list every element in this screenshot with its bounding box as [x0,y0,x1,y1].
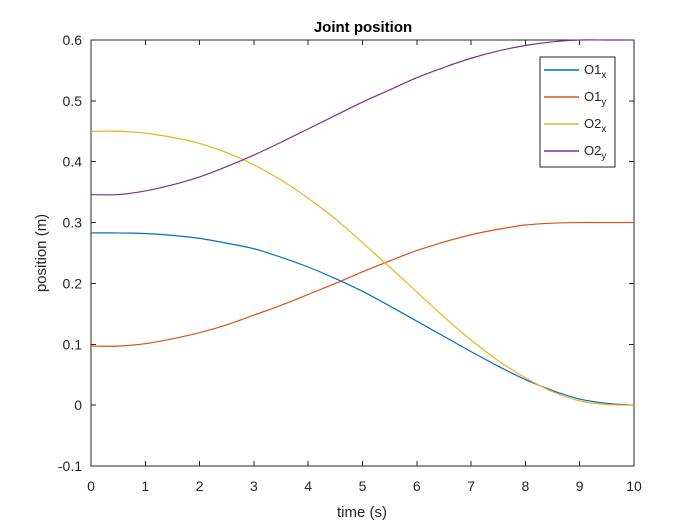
legend-box [539,56,616,168]
y-tick-label: 0.6 [63,32,83,48]
series-line-o2-x [90,130,635,406]
x-tick-label: 0 [87,478,95,494]
x-tick-label: 4 [304,478,312,494]
x-axis-label: time (s) [337,504,387,521]
series-line-o1-x [90,232,635,406]
legend-label-o2-y: O2y [584,143,606,162]
x-tick-label: 6 [413,478,421,494]
legend-label-o1-y: O1y [584,89,606,108]
series-line-o1-y [90,221,634,347]
x-tick-label: 5 [359,478,367,494]
x-tick-label: 9 [576,478,584,494]
y-axis: -0.1 0 0.1 0.2 0.3 0.4 0.5 0.6 [58,32,634,474]
y-tick-label: 0.4 [63,154,83,170]
x-axis: 0 1 2 3 4 5 6 7 8 9 10 [87,40,642,494]
y-axis-label: position (m) [33,214,50,292]
legend-label-o2-x: O2x [584,116,606,135]
series-layer [90,39,635,406]
y-tick-label: 0.5 [63,93,83,109]
y-tick-label: 0 [74,397,82,413]
chart-title: Joint position [314,19,412,36]
legend-label-o1-x: O1x [584,62,606,81]
x-tick-label: 10 [626,478,642,494]
x-tick-label: 3 [250,478,258,494]
x-tick-label: 1 [141,478,149,494]
y-tick-label: 0.3 [63,215,83,231]
y-tick-label: -0.1 [58,458,82,474]
x-tick-label: 8 [522,478,530,494]
y-tick-label: 0.2 [63,275,83,291]
series-line-o2-y [90,39,634,196]
x-tick-label: 7 [467,478,475,494]
x-tick-label: 2 [196,478,204,494]
y-tick-label: 0.1 [63,336,83,352]
legend: O1x O1y O2x O2y [539,56,616,168]
